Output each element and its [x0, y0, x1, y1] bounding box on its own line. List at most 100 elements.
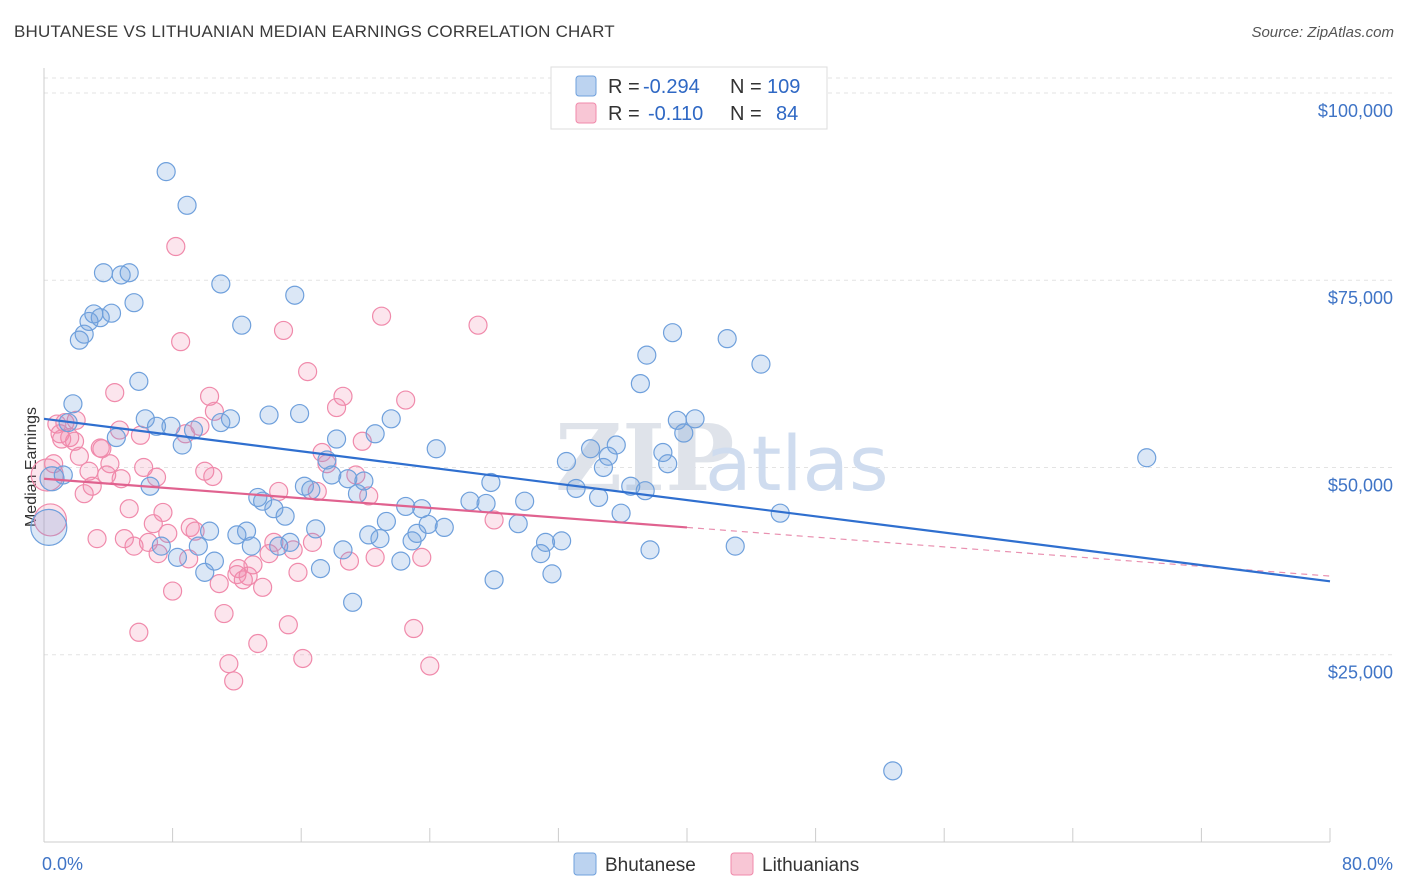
lithuanians-point — [114, 529, 134, 549]
lithuanians-point — [203, 466, 223, 487]
lithuanians-point — [119, 499, 139, 519]
bhutanese-point — [177, 195, 197, 215]
bhutanese-point — [135, 409, 155, 429]
bhutanese-point — [129, 371, 149, 391]
legend-swatch-lithuanians — [575, 102, 597, 124]
bhutanese-point — [376, 511, 396, 532]
bhutanese-point — [30, 508, 68, 547]
trend-lines — [43, 417, 1331, 583]
bhutanese-point — [106, 427, 126, 448]
bhutanese-point — [354, 471, 374, 491]
y-tick-label: $100,000 — [1318, 101, 1393, 121]
bhutanese-point — [301, 480, 321, 500]
lithuanians-point — [66, 410, 86, 430]
bhutanese-point — [326, 429, 347, 449]
y-tick-label: $25,000 — [1328, 663, 1393, 683]
bhutanese-point — [556, 451, 577, 472]
bhutanese-point — [508, 514, 528, 534]
lithuanians-point — [219, 654, 239, 674]
bhutanese-point — [542, 564, 562, 584]
bhutanese-point — [259, 405, 279, 425]
lithuanians-point — [365, 547, 385, 567]
bhutanese-point — [685, 409, 705, 429]
lithuanians-points — [30, 236, 504, 691]
axes — [43, 68, 1331, 843]
bhutanese-point — [306, 519, 326, 539]
lithuanians-point — [371, 306, 392, 326]
lithuanians-point — [171, 332, 191, 352]
lithuanians-point — [185, 521, 205, 541]
lithuanians-point — [484, 510, 504, 530]
lithuanians-point — [288, 562, 308, 582]
bhutanese-point — [370, 529, 390, 549]
lithuanians-point — [412, 547, 432, 567]
legend-bhutanese-r-value: -0.294 — [643, 76, 700, 98]
bhutanese-point — [161, 416, 181, 436]
legend-bhutanese-n-value: 109 — [767, 76, 800, 98]
lithuanians-point — [214, 603, 234, 624]
bhutanese-point — [90, 308, 110, 328]
bhutanese-point — [717, 329, 737, 349]
legend-top: R = -0.294 N = 109 R = -0.110 N = 84 — [550, 66, 828, 130]
x-tick-label: 80.0% — [1342, 854, 1393, 874]
bhutanese-point — [359, 525, 379, 545]
bhutanese-point — [674, 423, 694, 443]
bhutanese-point — [199, 521, 220, 541]
lithuanians-point — [278, 615, 298, 635]
bhutanese-point — [227, 525, 247, 545]
bhutanese-point — [338, 469, 358, 489]
y-tick-labels: $25,000 $50,000 $75,000 $100,000 — [1318, 101, 1393, 683]
bhutanese-point — [63, 394, 83, 414]
lithuanians-trend-extension — [686, 526, 1331, 577]
bhutanese-point — [101, 303, 122, 323]
bhutanese-point — [381, 409, 401, 429]
legend-bhutanese-n-label: N = — [730, 76, 762, 98]
bhutanese-point — [658, 454, 678, 474]
bhutanese-point — [460, 491, 480, 511]
bhutanese-point — [172, 435, 192, 455]
bhutanese-point — [566, 478, 586, 499]
lithuanians-point — [224, 671, 244, 691]
bhutanese-point — [269, 536, 289, 556]
bhutanese-point — [167, 547, 188, 567]
lithuanians-point — [100, 454, 120, 474]
lithuanians-point — [204, 401, 224, 421]
x-tick-label: 0.0% — [42, 854, 83, 874]
lithuanians-point — [333, 386, 353, 406]
legend-lithuanians-n-label: N = — [730, 103, 762, 125]
bhutanese-point — [146, 416, 167, 436]
bhutanese-trend-line — [43, 417, 1331, 583]
bhutanese-point — [285, 285, 305, 305]
bhutanese-point — [653, 442, 673, 463]
bhutanese-point — [1137, 448, 1157, 468]
bhutanese-point — [333, 540, 353, 560]
bhutanese-point — [310, 559, 331, 579]
lithuanians-point — [124, 536, 144, 556]
lithuanians-point — [52, 429, 72, 449]
lithuanians-point — [248, 633, 268, 654]
lithuanians-point — [293, 648, 313, 669]
lithuanians-point — [259, 544, 279, 564]
lithuanians-point — [74, 484, 94, 504]
bhutanese-point — [637, 345, 657, 365]
bhutanese-point — [593, 457, 614, 478]
legend-lithuanians-n-value: 84 — [776, 103, 798, 125]
bhutanese-point — [662, 323, 683, 343]
bhutanese-point — [476, 493, 496, 514]
bhutanese-point — [426, 439, 446, 459]
legend-box — [550, 66, 828, 130]
lithuanians-point — [163, 581, 183, 601]
x-tick-labels: 0.0% 80.0% — [42, 854, 1393, 874]
lithuanians-point — [130, 425, 151, 445]
bhutanese-point — [365, 424, 385, 444]
bhutanese-point — [183, 420, 204, 440]
bhutanese-point — [580, 439, 601, 459]
legend-swatch-bhutanese — [575, 75, 597, 97]
bhutanese-point — [481, 472, 501, 493]
lithuanians-point — [129, 622, 149, 642]
bhutanese-point — [220, 409, 241, 429]
bhutanese-point — [630, 374, 650, 394]
lithuanians-point — [396, 390, 416, 410]
bottom-legend-lithuanians: Lithuanians — [762, 855, 859, 876]
bhutanese-point — [111, 265, 131, 285]
